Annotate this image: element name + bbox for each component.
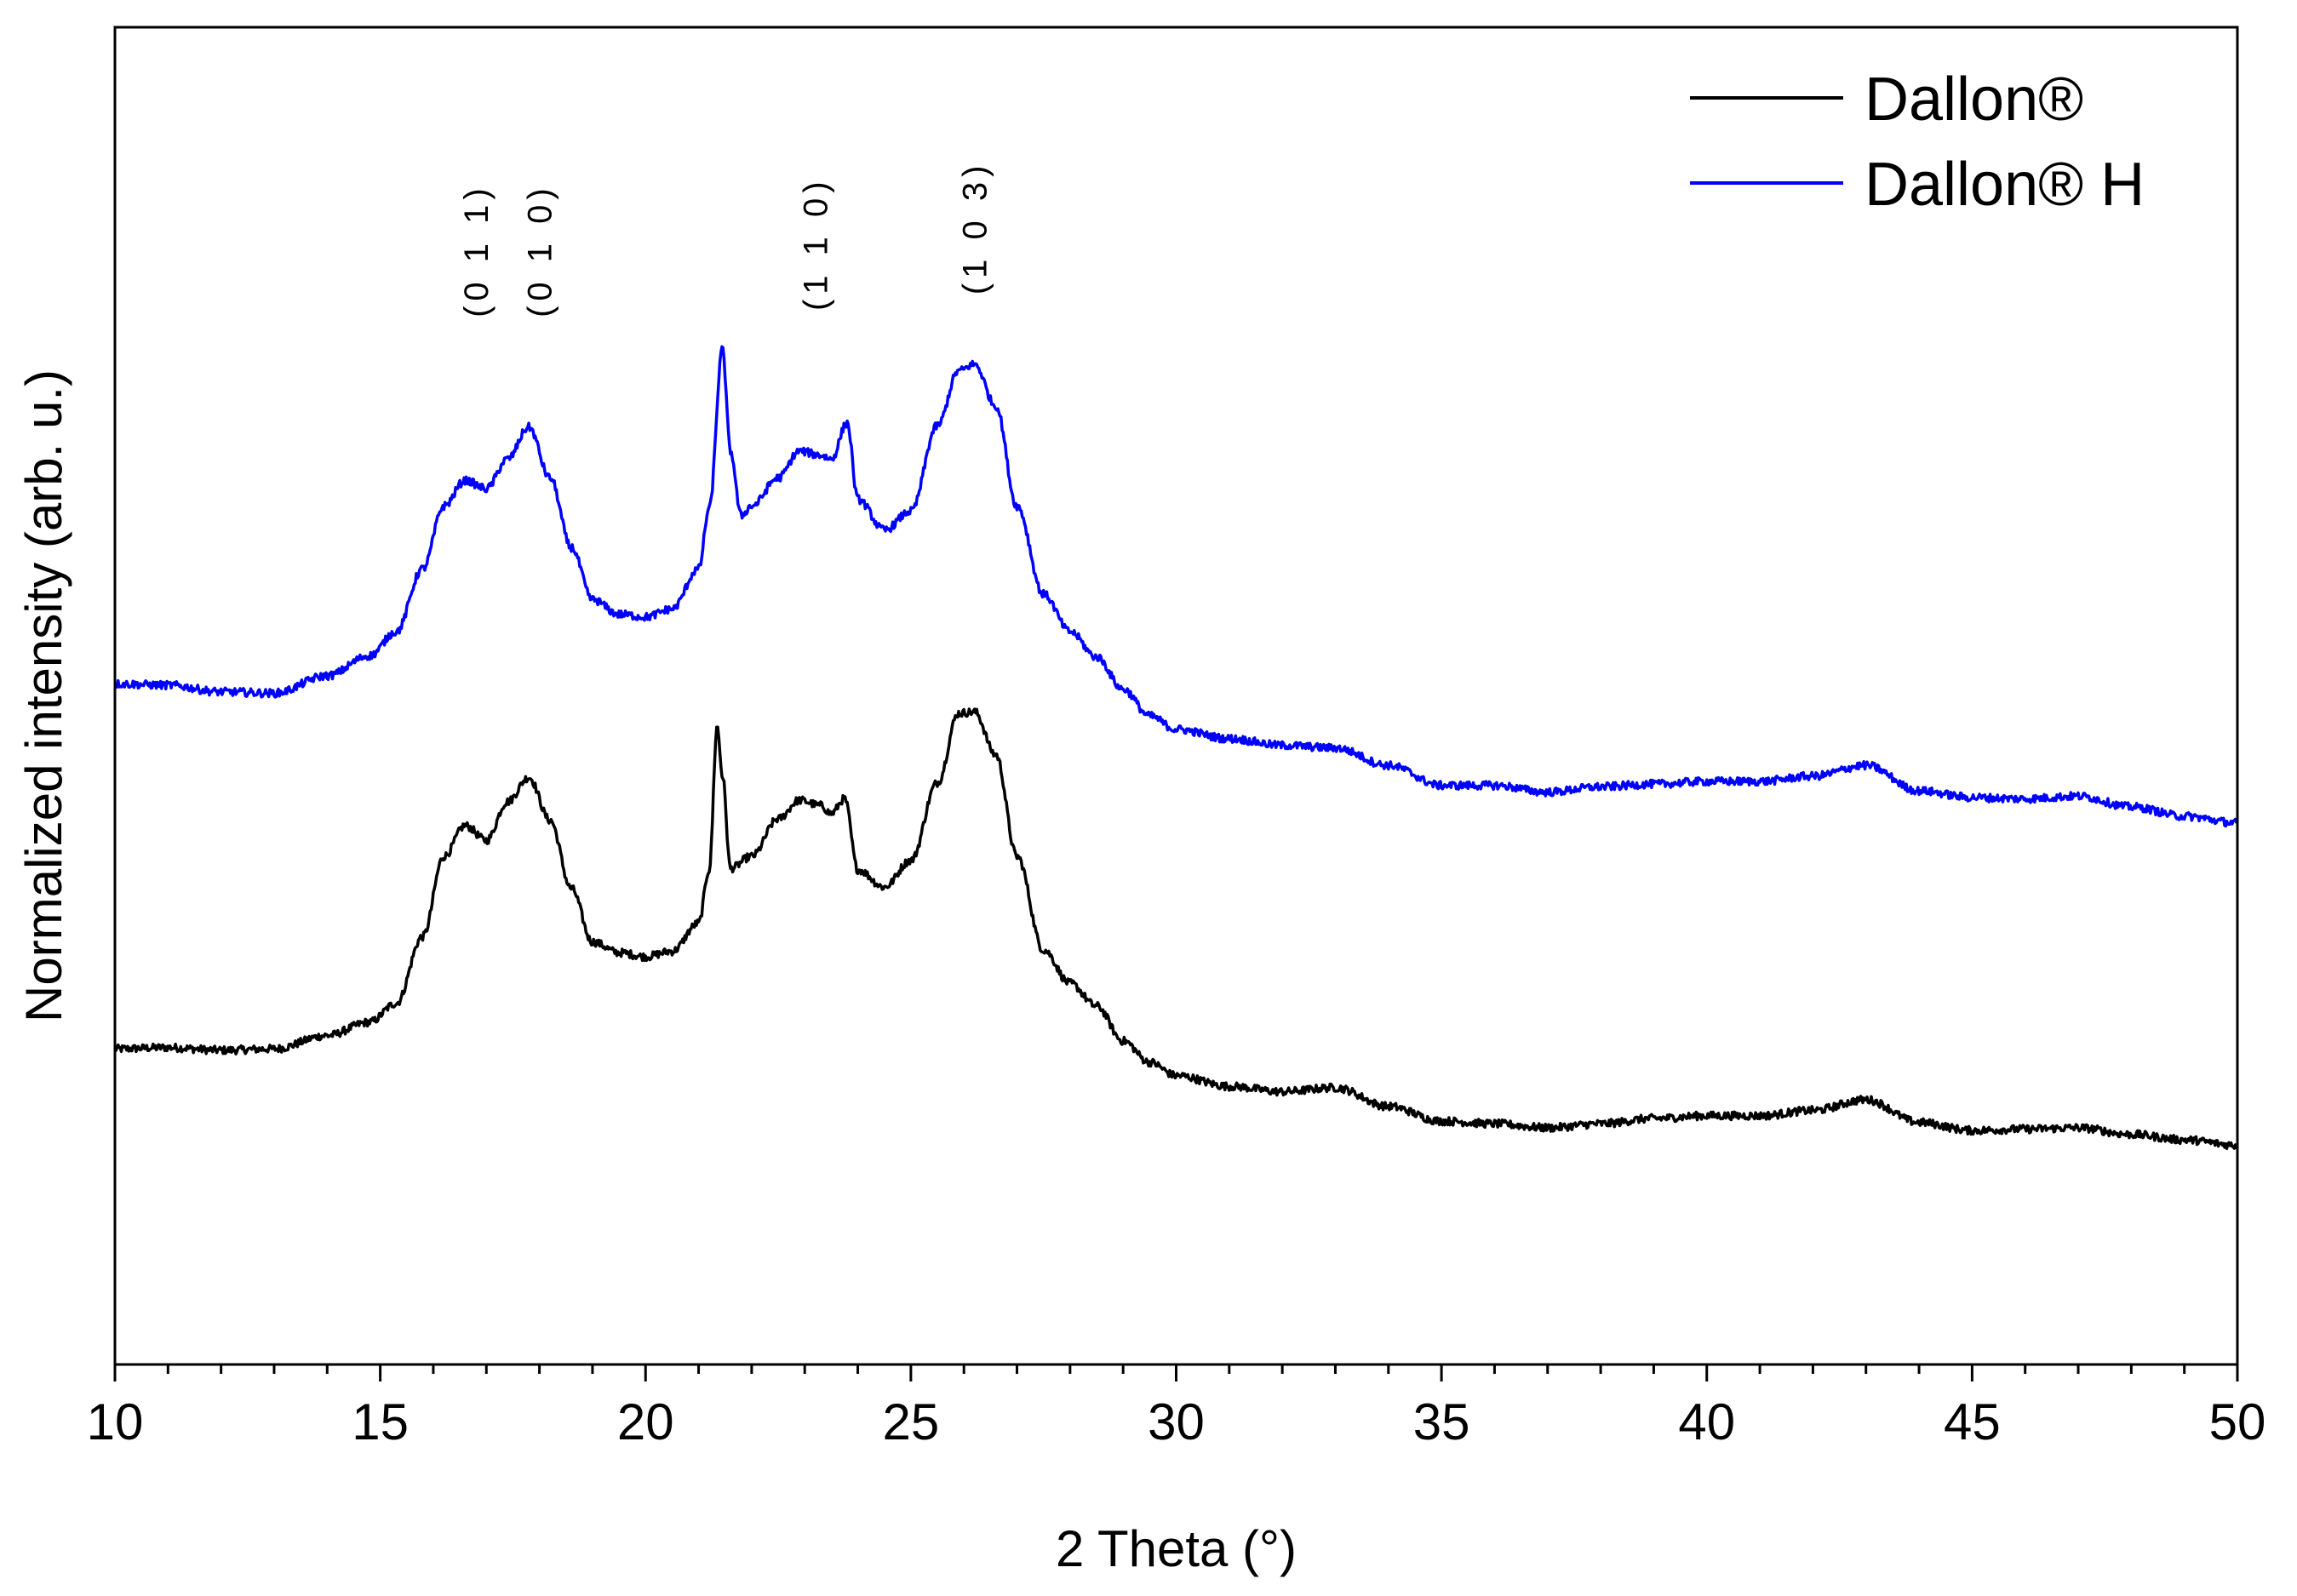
legend-label-dallon: Dallon® [1865,66,2083,134]
legend: Dallon® Dallon® H [1690,66,2145,219]
x-tick-label: 30 [1148,1393,1205,1450]
x-tick-label: 10 [87,1393,144,1450]
x-tick-label: 20 [617,1393,674,1450]
peak-label: (1 1 0) [798,176,835,311]
x-tick-label: 45 [1944,1393,2001,1450]
series-layer [113,345,2239,1151]
x-axis: 10 15 20 25 30 35 40 45 50 [87,1364,2266,1450]
x-tick-label: 15 [352,1393,409,1450]
x-axis-title: 2 Theta (°) [1056,1520,1297,1577]
peak-label: (0 1 1) [458,183,495,317]
x-tick-label: 25 [883,1393,940,1450]
y-axis-title: Normalized intensity (arb. u.) [15,369,72,1022]
x-tick-label: 50 [2209,1393,2266,1450]
legend-label-dallon-h: Dallon® H [1865,151,2145,219]
peak-label: (0 1 0) [522,183,559,317]
x-tick-label: 40 [1678,1393,1735,1450]
x-tick-label: 35 [1413,1393,1470,1450]
series-line-dallon-h [114,345,2239,828]
peak-label: (1 0 3) [957,161,994,295]
series-line-dallon [113,707,2239,1151]
annotation-layer: (0 1 1) (0 1 0) (1 1 0) (1 0 3) [458,161,994,317]
